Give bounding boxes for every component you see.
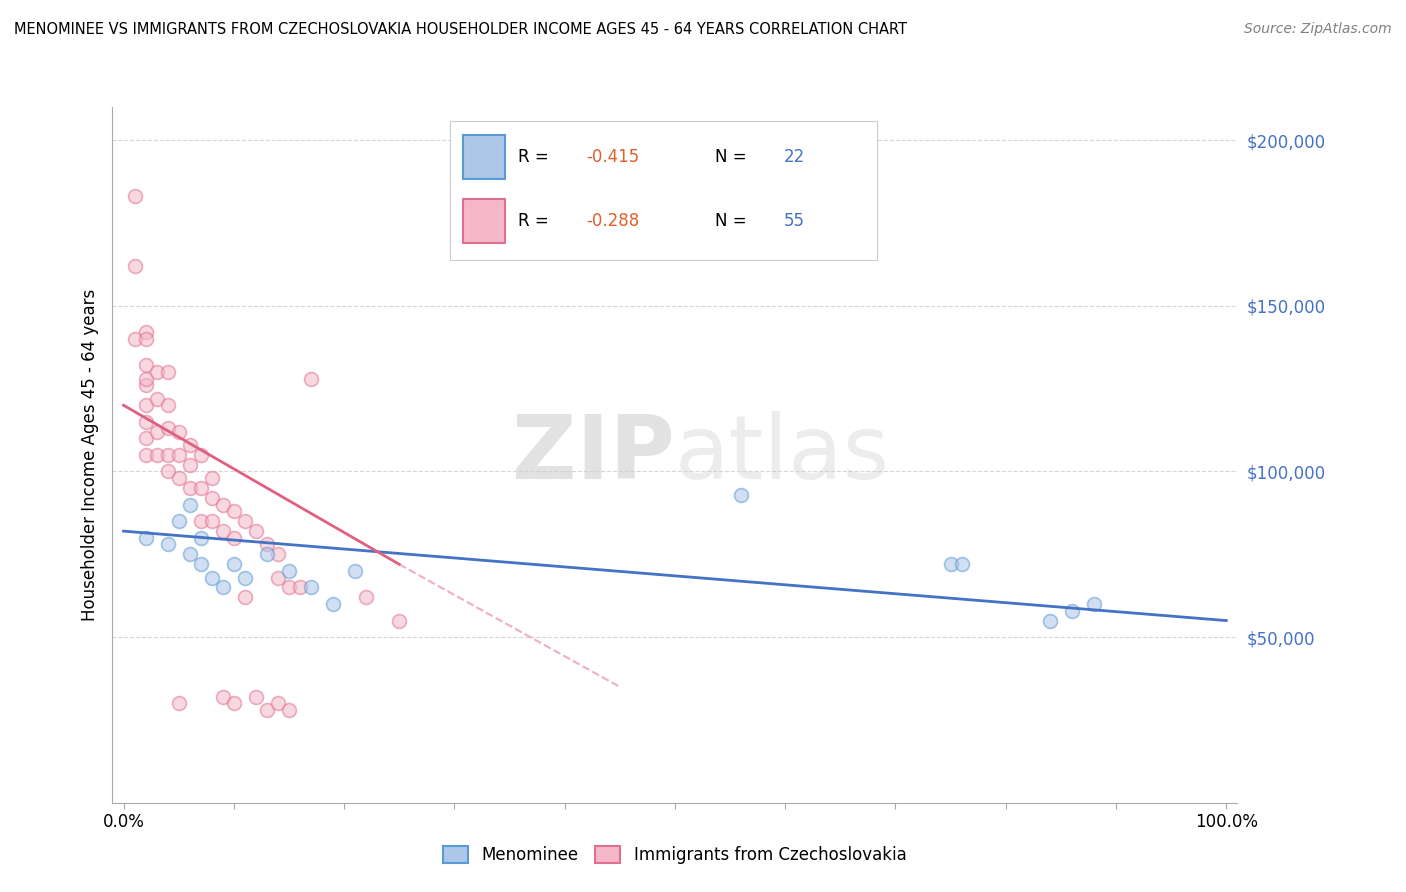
Point	[124, 332, 146, 346]
Point	[222, 558, 245, 572]
Point	[211, 498, 233, 512]
Point	[730, 488, 752, 502]
Point	[267, 697, 290, 711]
Point	[135, 326, 157, 340]
Point	[245, 690, 267, 704]
Point	[939, 558, 962, 572]
Point	[322, 597, 344, 611]
Point	[256, 703, 278, 717]
Point	[124, 189, 146, 203]
Point	[201, 514, 224, 528]
Point	[190, 448, 212, 462]
Legend: Menominee, Immigrants from Czechoslovakia: Menominee, Immigrants from Czechoslovaki…	[437, 839, 912, 871]
Point	[299, 372, 322, 386]
Point	[277, 703, 299, 717]
Point	[135, 332, 157, 346]
Point	[233, 514, 256, 528]
Point	[135, 531, 157, 545]
Point	[222, 504, 245, 518]
Point	[135, 398, 157, 412]
Point	[135, 372, 157, 386]
Point	[145, 365, 167, 379]
Point	[167, 471, 190, 485]
Point	[156, 398, 179, 412]
Point	[233, 570, 256, 584]
Point	[145, 392, 167, 406]
Point	[135, 448, 157, 462]
Point	[156, 365, 179, 379]
Point	[167, 448, 190, 462]
Point	[179, 547, 201, 561]
Point	[135, 431, 157, 445]
Point	[222, 531, 245, 545]
Point	[167, 514, 190, 528]
Point	[277, 564, 299, 578]
Point	[344, 564, 367, 578]
Point	[190, 514, 212, 528]
Point	[354, 591, 377, 605]
Point	[201, 491, 224, 505]
Point	[135, 378, 157, 392]
Point	[124, 259, 146, 273]
Point	[156, 448, 179, 462]
Point	[156, 421, 179, 435]
Point	[135, 415, 157, 429]
Point	[1083, 597, 1105, 611]
Text: atlas: atlas	[675, 411, 890, 499]
Point	[950, 558, 973, 572]
Point	[167, 697, 190, 711]
Point	[179, 481, 201, 495]
Point	[211, 690, 233, 704]
Point	[267, 547, 290, 561]
Point	[233, 591, 256, 605]
Point	[388, 614, 411, 628]
Point	[156, 537, 179, 551]
Point	[1039, 614, 1062, 628]
Point	[245, 524, 267, 538]
Y-axis label: Householder Income Ages 45 - 64 years: Householder Income Ages 45 - 64 years	[80, 289, 98, 621]
Point	[211, 524, 233, 538]
Point	[145, 425, 167, 439]
Point	[201, 471, 224, 485]
Point	[190, 558, 212, 572]
Text: MENOMINEE VS IMMIGRANTS FROM CZECHOSLOVAKIA HOUSEHOLDER INCOME AGES 45 - 64 YEAR: MENOMINEE VS IMMIGRANTS FROM CZECHOSLOVA…	[14, 22, 907, 37]
Text: Source: ZipAtlas.com: Source: ZipAtlas.com	[1244, 22, 1392, 37]
Point	[156, 465, 179, 479]
Point	[201, 570, 224, 584]
Point	[135, 359, 157, 373]
Point	[267, 570, 290, 584]
Text: ZIP: ZIP	[512, 411, 675, 499]
Point	[256, 537, 278, 551]
Point	[190, 531, 212, 545]
Point	[211, 581, 233, 595]
Point	[1060, 604, 1083, 618]
Point	[277, 581, 299, 595]
Point	[299, 581, 322, 595]
Point	[190, 481, 212, 495]
Point	[179, 498, 201, 512]
Point	[179, 458, 201, 472]
Point	[179, 438, 201, 452]
Point	[145, 448, 167, 462]
Point	[256, 547, 278, 561]
Point	[222, 697, 245, 711]
Point	[288, 581, 311, 595]
Point	[167, 425, 190, 439]
